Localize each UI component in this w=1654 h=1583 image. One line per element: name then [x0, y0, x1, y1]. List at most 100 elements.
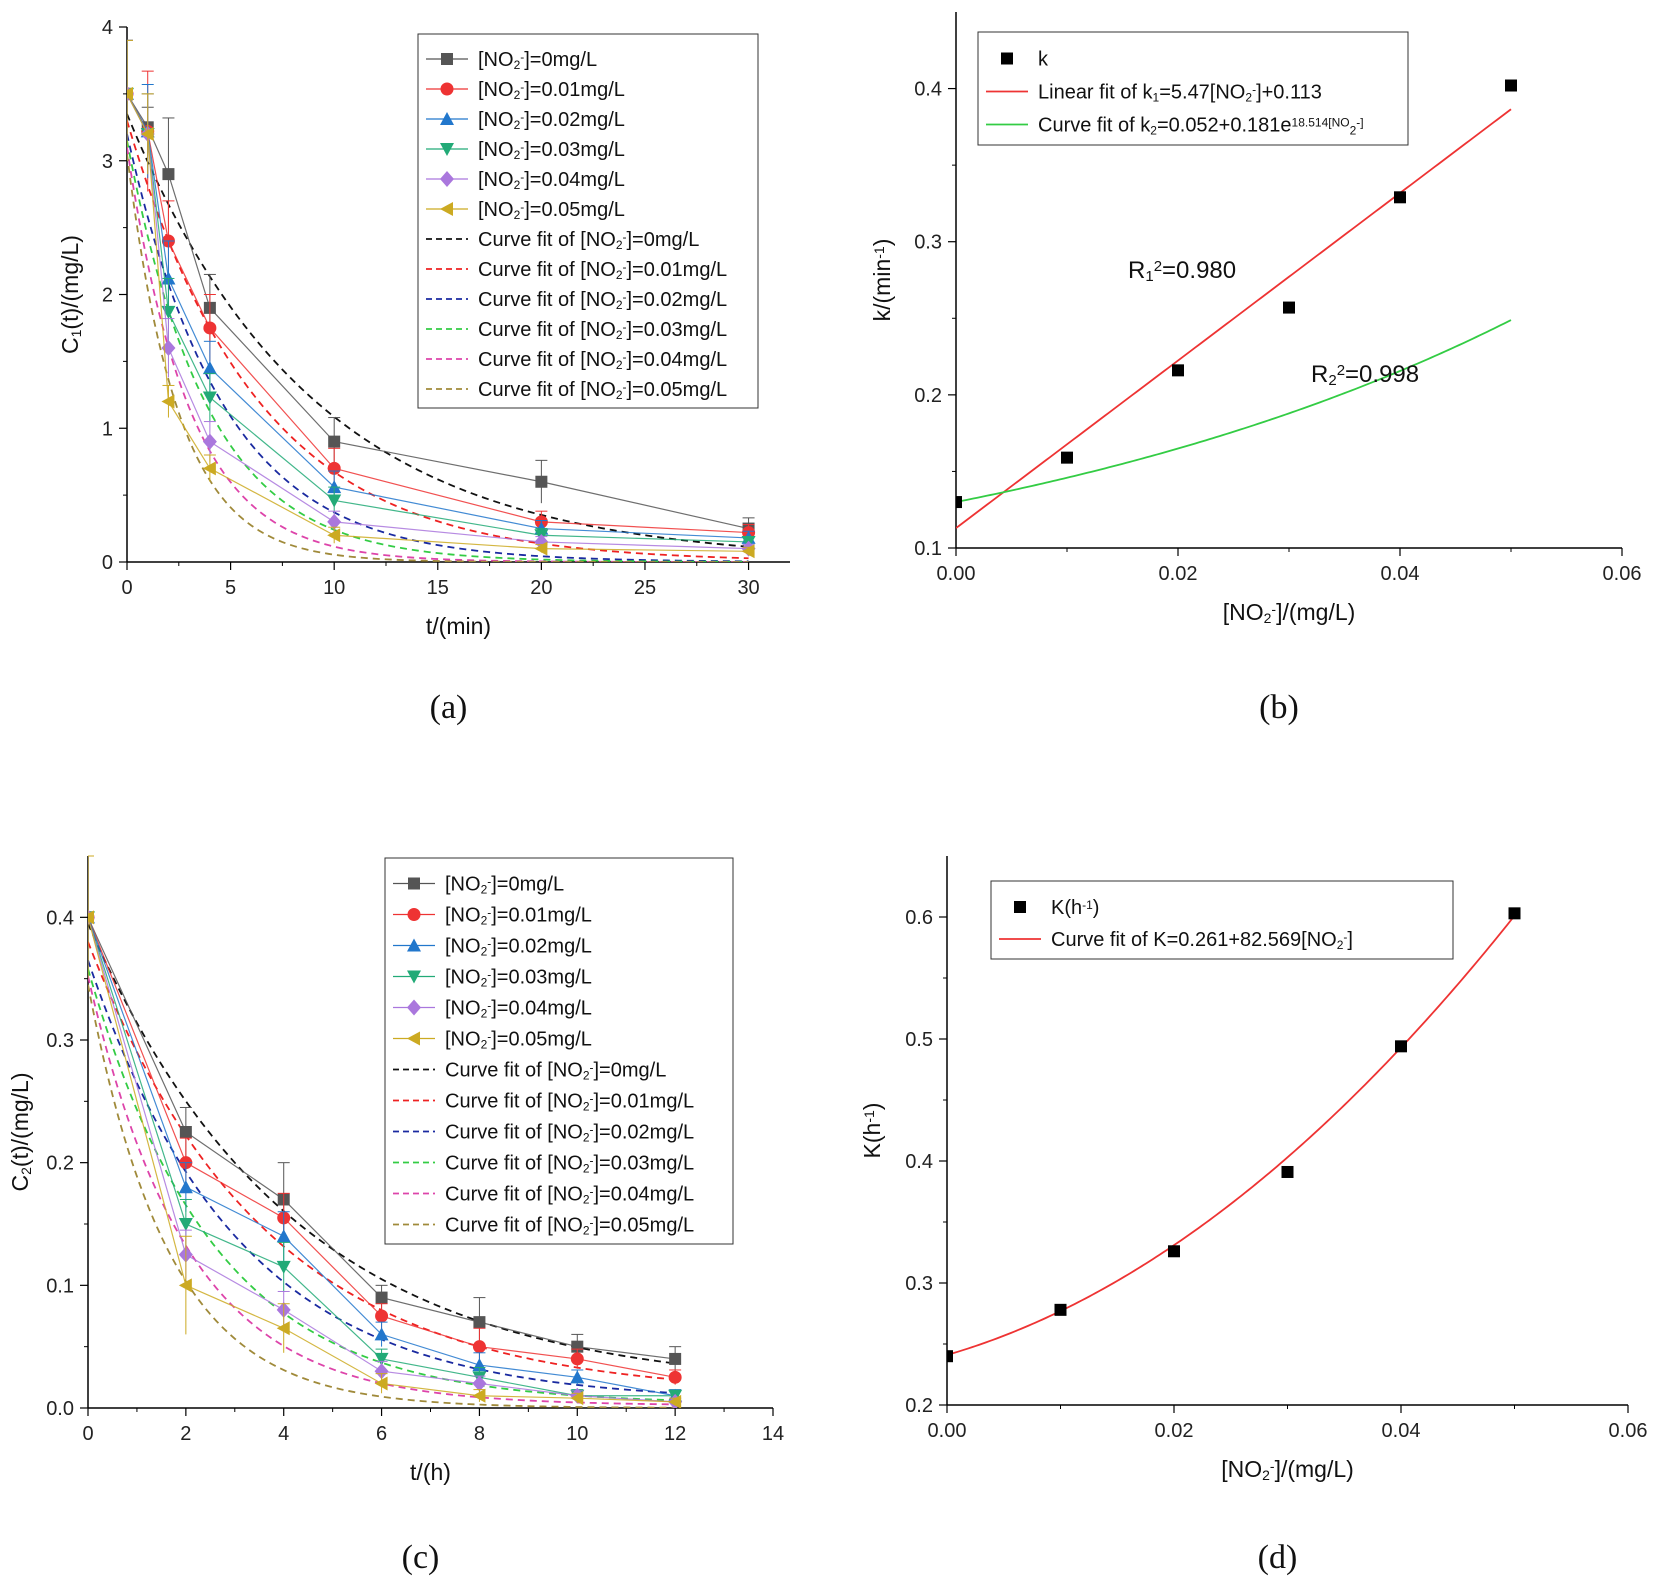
data-point: [473, 1316, 486, 1329]
x-axis-label: [NO2-]/(mg/L): [1223, 599, 1356, 626]
legend-marker: [440, 202, 453, 216]
y-tick-label: 0.3: [905, 1273, 933, 1295]
legend-marker: [407, 999, 421, 1016]
data-point: [328, 435, 341, 448]
x-tick-label: 5: [225, 577, 236, 599]
data-point: [178, 1218, 193, 1231]
chart-a: 0 5 10 15 20 25 30 0 1 2 3 4 t/(min) C1(t)/(mg/L) (a) […: [57, 17, 790, 726]
legend-label: [NO2-]=0.01mg/L: [478, 79, 625, 102]
y-tick-label: 0.4: [46, 907, 74, 929]
x-tick-label: 6: [376, 1423, 387, 1445]
y-tick-label: 0.4: [914, 79, 942, 101]
y-tick-label: 0.2: [914, 385, 942, 407]
x-tick-label: 0.02: [1155, 1420, 1194, 1442]
data-point: [1505, 79, 1517, 92]
legend-marker: [440, 82, 454, 96]
chart-d: 0.00 0.02 0.04 0.06 0.2 0.3 0.4 0.5 0.6 [NO2-]/(m…: [859, 856, 1647, 1576]
data-point: [374, 1352, 389, 1366]
data-point: [276, 1321, 290, 1336]
legend-label: [NO2-]=0mg/L: [445, 874, 564, 897]
data-point: [472, 1388, 486, 1403]
data-point: [88, 910, 94, 925]
data-point: [1395, 1040, 1407, 1053]
x-axis-label: [NO2-]/(mg/L): [1221, 1456, 1354, 1483]
x-tick-label: 10: [566, 1423, 588, 1445]
y-axis-label: K(h-1): [859, 1103, 885, 1159]
y-tick-label: 0.4: [905, 1151, 933, 1173]
x-tick-label: 20: [530, 577, 552, 599]
data-point: [327, 528, 341, 543]
y-tick-label: 0.3: [46, 1030, 74, 1052]
data-point: [570, 1352, 584, 1366]
legend-label: [NO2-]=0.03mg/L: [478, 139, 625, 162]
data-point: [202, 433, 217, 450]
data-point: [1061, 451, 1073, 464]
panel-label: (a): [430, 689, 468, 726]
y-tick-label: 0.0: [46, 1398, 74, 1420]
data-point: [374, 1363, 389, 1380]
data-point: [374, 1376, 388, 1391]
series: [947, 907, 1521, 1363]
data-point: [741, 544, 755, 559]
data-point: [140, 127, 154, 141]
legend-marker: [1001, 52, 1013, 65]
legend-label: Linear fit of k1=5.47[NO2-]+0.113: [1038, 82, 1322, 105]
legend-label: [NO2-]=0mg/L: [478, 49, 597, 72]
chart-c: 0 2 4 6 8 10 12 14 0.0 0.1 0.2 0.3 0.4 t/(h) C2(t)/(mg…: [7, 855, 784, 1576]
legend-label: [NO2-]=0.01mg/L: [445, 905, 592, 928]
fit-curve: [127, 147, 749, 562]
panel-label: (d): [1258, 1539, 1298, 1576]
y-tick-label: 0.1: [46, 1275, 74, 1297]
legend-label: Curve fit of [NO2-]=0.05mg/L: [445, 1215, 694, 1238]
y-tick-label: 0: [102, 552, 113, 574]
y-axis-label: C2(t)/(mg/L): [7, 1073, 34, 1192]
plot-area: [956, 79, 1517, 529]
legend-label: k: [1038, 49, 1049, 71]
legend: [NO2-]=0mg/L [NO2-]=0.01mg/L [NO2-]=0.02mg…: [384, 857, 734, 1245]
legend-marker: [441, 53, 453, 65]
legend-box: [384, 857, 734, 1245]
legend-box: [990, 880, 1454, 960]
x-tick-label: 0.00: [937, 563, 976, 585]
data-point: [956, 496, 962, 509]
legend-marker: [407, 938, 421, 952]
data-point: [178, 1278, 192, 1293]
legend-label: [NO2-]=0.02mg/L: [478, 109, 625, 132]
x-tick-label: 0.06: [1603, 563, 1642, 585]
legend-label: K(h-1): [1051, 897, 1099, 919]
y-tick-label: 0.5: [905, 1029, 933, 1051]
data-point: [1508, 907, 1521, 920]
legend-label: [NO2-]=0.02mg/L: [445, 936, 592, 959]
data-point: [1394, 191, 1406, 204]
legend-label: [NO2-]=0.05mg/L: [445, 1029, 592, 1052]
legend-label: Curve fit of [NO2-]=0.04mg/L: [445, 1184, 694, 1207]
plot-area: [127, 39, 756, 562]
legend-label: [NO2-]=0.04mg/L: [478, 169, 625, 192]
series: [956, 79, 1517, 509]
data-point: [161, 394, 175, 409]
x-tick-label: 0.04: [1382, 1420, 1421, 1442]
y-tick-label: 0.2: [905, 1395, 933, 1417]
fit-curve: [127, 133, 749, 562]
x-tick-label: 4: [278, 1423, 289, 1445]
panel-label: (c): [402, 1539, 440, 1576]
data-point: [1283, 301, 1295, 314]
legend-label: Curve fit of K=0.261+82.569[NO2-]: [1051, 929, 1353, 952]
y-tick-label: 3: [102, 151, 113, 173]
legend-label: Curve fit of [NO2-]=0.04mg/L: [478, 349, 727, 372]
fit-curve: [127, 113, 749, 548]
legend-marker: [408, 877, 420, 890]
legend-marker: [440, 112, 454, 125]
data-point: [668, 1394, 682, 1408]
data-point: [472, 1340, 486, 1354]
x-tick-label: 0.04: [1381, 563, 1420, 585]
y-tick-label: 2: [102, 285, 113, 307]
data-point: [1168, 1245, 1180, 1258]
x-axis-label: t/(h): [410, 1459, 451, 1485]
data-point: [570, 1370, 585, 1384]
y-tick-label: 0.2: [46, 1153, 74, 1175]
panel-label: (b): [1259, 689, 1299, 726]
y-tick-label: 0.1: [914, 538, 942, 560]
fit-curve: [956, 108, 1512, 529]
